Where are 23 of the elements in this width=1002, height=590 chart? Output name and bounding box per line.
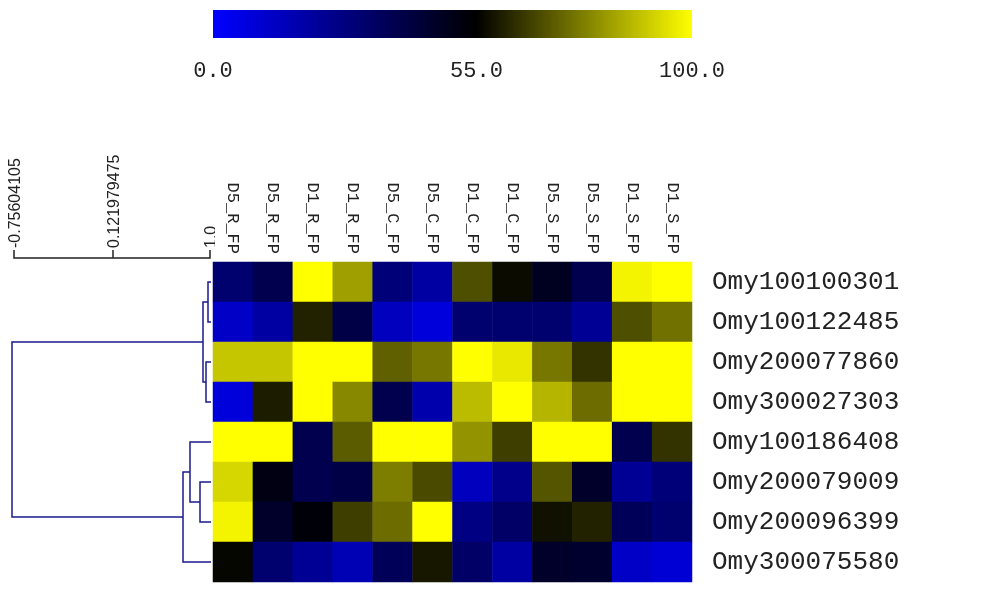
- y-tick-label: Omy200096399: [712, 507, 900, 537]
- color-bar-label: 100.0: [658, 58, 726, 84]
- x-tick-label: D1_R_FP: [303, 182, 323, 254]
- x-tick-label: D1_C_FP: [502, 182, 522, 254]
- x-tick-label: D5_C_FP: [423, 182, 443, 254]
- y-tick-label: Omy300027303: [712, 387, 900, 417]
- y-tick-label: Omy100186408: [712, 427, 900, 457]
- y-tick-label: Omy100100301: [712, 267, 900, 297]
- y-tick-label: Omy200079009: [712, 467, 900, 497]
- x-tick-label: D5_S_FP: [542, 182, 562, 254]
- x-tick-label: D1_C_FP: [462, 182, 482, 254]
- y-tick-label: Omy200077860: [712, 347, 900, 377]
- x-tick-label: D1_S_FP: [662, 182, 682, 254]
- x-tick-label: D5_R_FP: [223, 182, 243, 254]
- color-bar-label: 0.0: [193, 58, 233, 84]
- x-tick-label: D5_S_FP: [582, 182, 602, 254]
- color-bar-label: 55.0: [450, 58, 503, 84]
- x-tick-label: D5_C_FP: [383, 182, 403, 254]
- y-tick-label: Omy300075580: [712, 547, 900, 577]
- x-tick-label: D5_R_FP: [263, 182, 283, 254]
- x-tick-label: D1_R_FP: [343, 182, 363, 254]
- y-tick-label: Omy100122485: [712, 307, 900, 337]
- x-tick-label: D1_S_FP: [622, 182, 642, 254]
